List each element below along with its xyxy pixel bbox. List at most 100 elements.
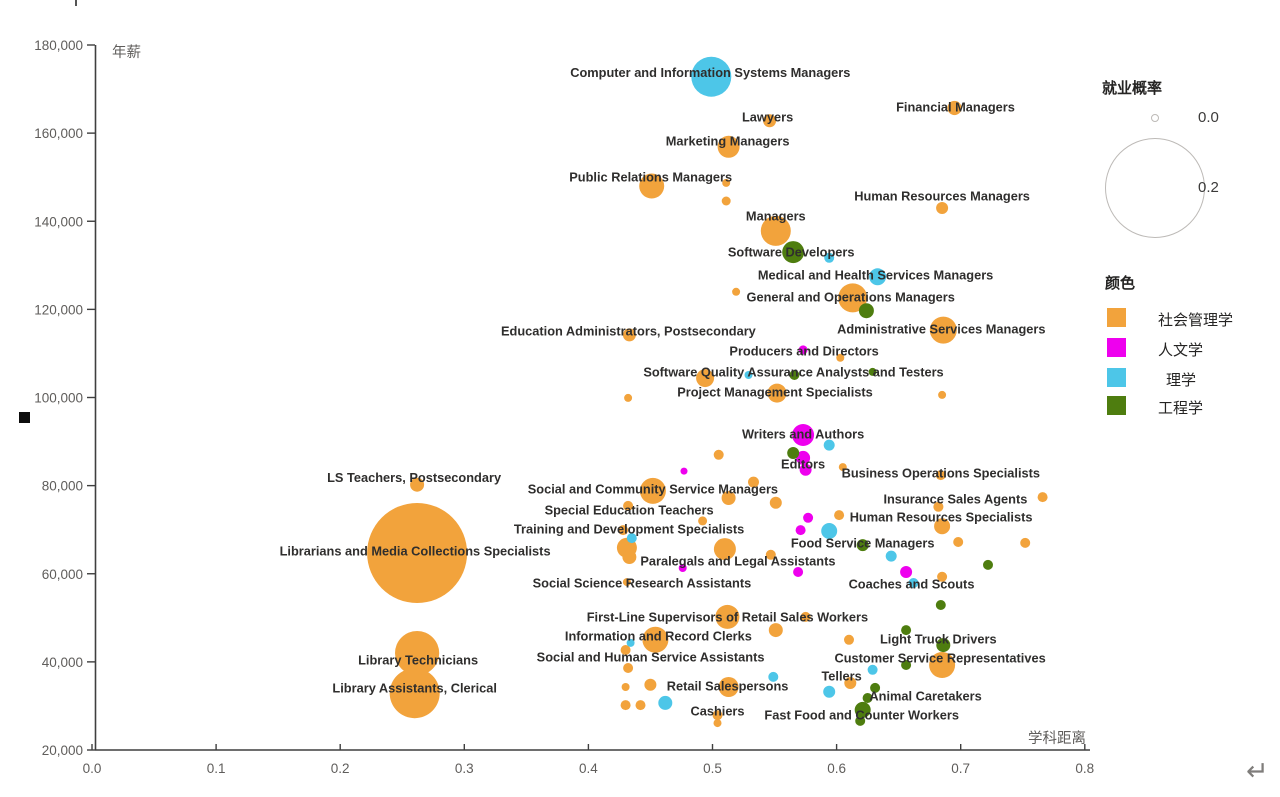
data-point-bubble[interactable] <box>929 652 956 678</box>
data-point-bubble[interactable] <box>658 695 673 710</box>
data-point-bubble[interactable] <box>744 371 753 379</box>
data-point-bubble[interactable] <box>798 345 808 355</box>
data-point-bubble[interactable] <box>983 559 993 570</box>
data-point-bubble[interactable] <box>856 539 869 552</box>
data-point-bubble[interactable] <box>953 537 964 547</box>
data-point-bubble[interactable] <box>639 477 666 504</box>
data-point-bubble[interactable] <box>854 701 871 718</box>
data-point-bubble[interactable] <box>867 664 878 675</box>
data-point-bubble[interactable] <box>799 463 812 476</box>
data-point-bubble[interactable] <box>760 215 791 246</box>
data-point-bubble[interactable] <box>410 477 425 492</box>
data-point-bubble[interactable] <box>639 173 665 199</box>
data-point-bubble[interactable] <box>622 550 637 564</box>
data-point-bubble[interactable] <box>844 677 857 689</box>
data-point-bubble[interactable] <box>937 571 948 582</box>
data-point-bubble[interactable] <box>732 287 741 296</box>
data-point-bubble[interactable] <box>933 501 944 512</box>
data-point-bubble[interactable] <box>713 538 736 561</box>
data-point-bubble[interactable] <box>844 634 854 645</box>
data-point-bubble[interactable] <box>367 503 468 603</box>
data-point-bubble[interactable] <box>678 564 687 572</box>
data-point-bubble[interactable] <box>782 241 805 264</box>
data-point-bubble[interactable] <box>769 496 782 509</box>
data-point-bubble[interactable] <box>824 252 835 263</box>
data-point-bubble[interactable] <box>622 328 636 342</box>
data-point-bubble[interactable] <box>389 668 440 719</box>
data-point-bubble[interactable] <box>901 660 912 670</box>
data-point-bubble[interactable] <box>713 449 724 460</box>
data-point-bubble[interactable] <box>789 370 800 380</box>
screen-artifact-square <box>19 412 30 423</box>
data-point-bubble[interactable] <box>712 710 723 721</box>
data-point-bubble[interactable] <box>713 719 722 728</box>
data-point-bubble[interactable] <box>768 623 783 638</box>
data-point-bubble[interactable] <box>868 367 877 376</box>
data-point-bubble[interactable] <box>795 525 806 536</box>
data-point-bubble[interactable] <box>947 100 962 116</box>
data-point-bubble[interactable] <box>635 700 646 711</box>
data-point-bubble[interactable] <box>929 316 957 344</box>
data-point-bubble[interactable] <box>901 625 912 636</box>
data-point-bubble[interactable] <box>803 512 814 523</box>
data-point-bubble[interactable] <box>934 518 951 535</box>
data-point-bubble[interactable] <box>721 196 731 206</box>
data-point-bubble[interactable] <box>680 467 688 475</box>
data-point-bubble[interactable] <box>748 476 759 488</box>
data-point-bubble[interactable] <box>870 682 881 693</box>
data-point-bubble[interactable] <box>862 693 873 703</box>
data-point-bubble[interactable] <box>626 533 637 544</box>
data-point-label: Human Resources Managers <box>854 189 1030 204</box>
data-point-bubble[interactable] <box>938 390 947 399</box>
data-point-bubble[interactable] <box>722 178 731 187</box>
data-point-bubble[interactable] <box>821 523 838 539</box>
data-point-bubble[interactable] <box>395 631 440 676</box>
data-point-bubble[interactable] <box>768 671 779 682</box>
data-point-bubble[interactable] <box>1037 492 1048 503</box>
data-point-bubble[interactable] <box>823 439 835 451</box>
data-point-bubble[interactable] <box>855 715 866 726</box>
data-point-bubble[interactable] <box>717 135 740 158</box>
data-point-bubble[interactable] <box>763 114 777 128</box>
data-point-bubble[interactable] <box>644 678 657 691</box>
data-point-bubble[interactable] <box>624 393 633 402</box>
data-point-bubble[interactable] <box>823 685 836 698</box>
data-point-bubble[interactable] <box>691 56 732 97</box>
data-point-bubble[interactable] <box>792 424 815 446</box>
data-point-bubble[interactable] <box>885 550 897 562</box>
data-point-bubble[interactable] <box>715 604 740 629</box>
data-point-bubble[interactable] <box>936 638 951 653</box>
data-point-bubble[interactable] <box>838 463 847 472</box>
data-point-bubble[interactable] <box>620 700 631 711</box>
data-point-bubble[interactable] <box>620 645 631 655</box>
data-point-bubble[interactable] <box>767 383 787 403</box>
data-point-bubble[interactable] <box>623 500 634 511</box>
data-point-bubble[interactable] <box>622 578 631 587</box>
data-point-bubble[interactable] <box>696 369 715 388</box>
data-point-bubble[interactable] <box>793 567 804 577</box>
data-point-bubble[interactable] <box>787 447 800 459</box>
data-point-bubble[interactable] <box>721 491 736 505</box>
data-point-bubble[interactable] <box>626 638 635 647</box>
data-point-bubble[interactable] <box>836 353 845 362</box>
data-point-bubble[interactable] <box>858 303 874 319</box>
data-point-bubble[interactable] <box>642 626 669 653</box>
data-point-bubble[interactable] <box>1020 537 1031 548</box>
data-point-bubble[interactable] <box>623 663 634 673</box>
data-point-bubble[interactable] <box>900 566 913 578</box>
data-point-bubble[interactable] <box>838 283 868 313</box>
data-point-bubble[interactable] <box>935 600 946 610</box>
data-point-bubble[interactable] <box>935 470 946 481</box>
data-point-bubble[interactable] <box>718 677 739 697</box>
data-point-bubble[interactable] <box>800 611 811 622</box>
data-point-label: Writers and Authors <box>742 427 864 442</box>
data-point-bubble[interactable] <box>618 525 629 536</box>
data-point-bubble[interactable] <box>765 549 776 560</box>
data-point-bubble[interactable] <box>834 510 845 521</box>
data-point-bubble[interactable] <box>869 268 887 286</box>
data-point-bubble[interactable] <box>698 516 708 526</box>
data-point-bubble[interactable] <box>621 683 630 691</box>
data-point-bubble[interactable] <box>908 578 919 588</box>
data-point-bubble[interactable] <box>796 450 811 465</box>
data-point-bubble[interactable] <box>936 202 949 214</box>
